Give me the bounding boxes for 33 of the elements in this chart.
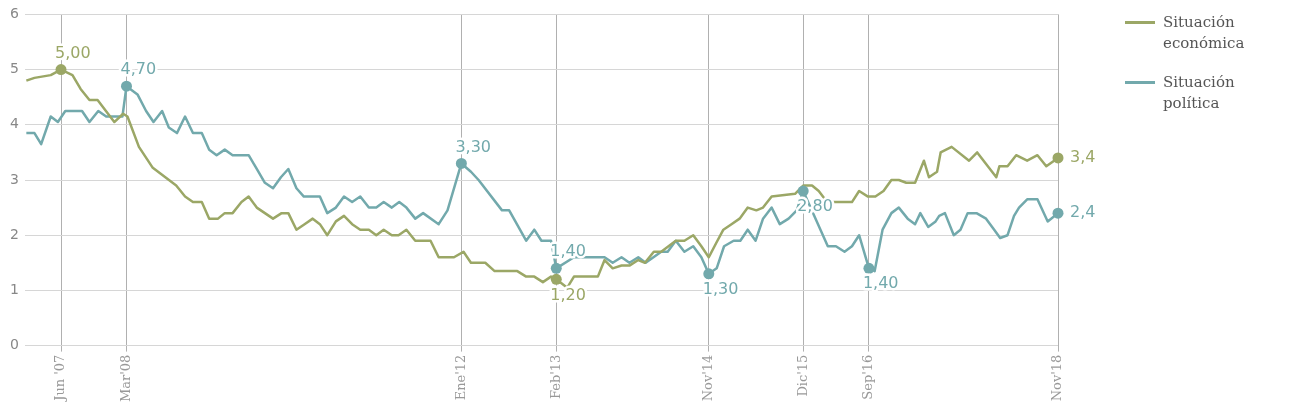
y-tick-label: 0 [9,336,19,353]
annotation: 4,70 [120,59,157,79]
point [1052,207,1064,219]
y-tick-label: 2 [9,225,19,242]
legend-label: Situación económica [1163,12,1246,54]
y-tick-label: 4 [9,115,19,132]
y-tick-label: 5 [9,60,19,77]
point [455,157,467,169]
x-tick-label: Ene'12 [452,354,468,401]
point [550,262,562,274]
y-tick-label: 6 [9,5,19,22]
point [1052,152,1064,164]
annotation: 3,4 [1070,147,1096,167]
x-tick-label: Sep'16 [860,354,876,400]
point [863,262,875,274]
x-tick-label: Jun '07 [52,354,68,403]
legend-label: Situación política [1163,72,1236,114]
y-tick-label: 1 [9,281,19,298]
point [121,80,132,92]
point [703,268,715,280]
x-tick-label: Nov'18 [1049,354,1065,402]
annotation: 2,4 [1070,202,1096,222]
point [550,273,562,285]
annotation: 1,20 [550,284,586,304]
y-tick-label: 3 [9,170,19,187]
x-tick-label: Feb'13 [547,354,563,400]
annotation: 1,30 [702,279,739,298]
point [797,185,809,197]
x-tick-label: Dic'15 [794,354,810,397]
x-tick-label: Nov'14 [700,354,716,402]
x-tick-label: Mar'08 [117,354,133,403]
point [55,64,67,76]
annotation: 5,00 [55,42,91,62]
